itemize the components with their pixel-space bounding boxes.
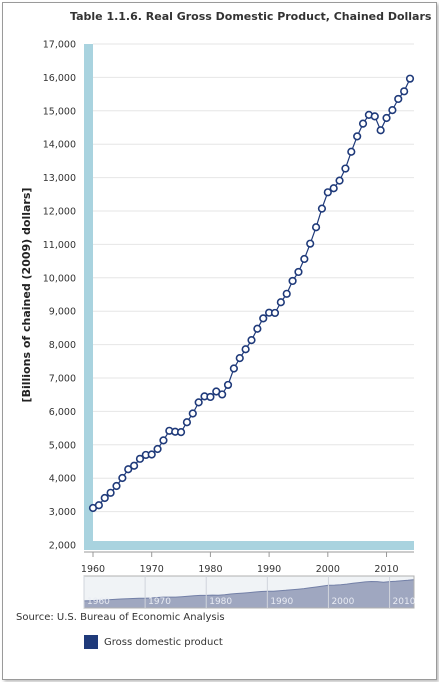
navigator-tick-label: 1980 [209, 597, 232, 607]
data-point[interactable] [276, 298, 285, 307]
y-tick-label: 8,000 [49, 340, 76, 351]
x-tick-label: 1970 [140, 564, 164, 575]
y-tick-label: 10,000 [43, 273, 76, 284]
source-note: Source: U.S. Bureau of Economic Analysis [16, 612, 225, 623]
plot-left-band [84, 44, 93, 550]
data-point[interactable] [259, 314, 268, 323]
data-point[interactable] [106, 488, 115, 497]
data-point[interactable] [206, 392, 215, 402]
x-tick-label: 1960 [81, 564, 105, 575]
data-point[interactable] [370, 112, 379, 121]
data-point[interactable] [182, 418, 192, 427]
y-tick-label: 9,000 [49, 307, 76, 318]
x-tick-label: 2010 [374, 564, 398, 575]
x-axis: 1960 1970 1980 1990 2000 2010 [81, 552, 399, 575]
y-tick-label: 11,000 [43, 240, 76, 251]
legend-label: Gross domestic product [104, 636, 223, 648]
data-point[interactable] [376, 126, 385, 135]
data-point[interactable] [329, 184, 338, 193]
data-point[interactable] [300, 254, 309, 264]
y-tick-label: 12,000 [43, 207, 76, 218]
legend[interactable]: Gross domestic product [84, 635, 223, 649]
data-point[interactable] [405, 74, 415, 83]
data-point[interactable] [188, 409, 197, 418]
navigator-tick-label: 2000 [331, 597, 354, 607]
data-point[interactable] [341, 164, 350, 173]
data-point[interactable] [153, 444, 162, 454]
data-point[interactable] [358, 119, 368, 128]
data-point[interactable] [306, 239, 315, 248]
range-navigator[interactable]: 1960 1970 1980 1990 2000 2010 [83, 575, 416, 609]
y-axis-label: [Billions of chained (2009) dollars] [20, 188, 33, 403]
data-point[interactable] [288, 276, 297, 286]
x-tick-label: 2000 [316, 564, 340, 575]
data-point[interactable] [400, 87, 409, 96]
data-point[interactable] [317, 204, 327, 213]
y-tick-label: 17,000 [43, 40, 76, 51]
data-point[interactable] [229, 364, 238, 373]
data-point[interactable] [241, 345, 250, 354]
data-point[interactable] [112, 481, 121, 491]
navigator-area [83, 579, 415, 609]
chart-title: Table 1.1.6. Real Gross Domestic Product… [70, 10, 432, 23]
data-point[interactable] [129, 461, 139, 470]
data-point[interactable] [159, 436, 168, 445]
data-point[interactable] [124, 465, 133, 474]
series-points-gdp [88, 74, 415, 513]
x-tick-label: 1990 [257, 564, 281, 575]
data-point[interactable] [382, 113, 391, 123]
data-point[interactable] [388, 105, 397, 115]
data-point[interactable] [247, 336, 256, 345]
data-point[interactable] [147, 450, 156, 459]
data-point[interactable] [218, 390, 227, 399]
y-tick-label: 15,000 [43, 106, 76, 117]
data-point[interactable] [223, 380, 233, 390]
y-tick-label: 4,000 [49, 474, 76, 485]
data-point[interactable] [311, 223, 321, 232]
data-point[interactable] [282, 289, 291, 298]
data-point[interactable] [135, 454, 145, 463]
y-tick-label: 2,000 [49, 541, 76, 552]
grid-lines [93, 43, 414, 546]
navigator-tick-label: 1990 [270, 597, 293, 607]
y-axis: 2,000 3,000 4,000 5,000 6,000 7,000 8,000 9,000… [43, 40, 76, 552]
data-point[interactable] [353, 132, 362, 141]
series-line-gdp [92, 78, 411, 509]
data-point[interactable] [253, 324, 262, 333]
y-tick-label: 3,000 [49, 507, 76, 518]
data-point[interactable] [270, 308, 280, 318]
navigator-tick-label: 1960 [87, 597, 110, 607]
y-tick-label: 16,000 [43, 73, 76, 84]
navigator-tick-label: 2010 [393, 597, 416, 607]
data-point[interactable] [194, 398, 203, 407]
navigator-selection[interactable] [83, 575, 415, 609]
data-point[interactable] [235, 354, 244, 363]
data-point[interactable] [294, 267, 303, 277]
legend-swatch [84, 635, 98, 649]
navigator-tick-label: 1970 [148, 597, 171, 607]
y-tick-label: 5,000 [49, 440, 76, 451]
data-point[interactable] [394, 94, 403, 104]
x-tick-label: 1980 [198, 564, 222, 575]
data-point[interactable] [323, 188, 332, 197]
y-tick-label: 13,000 [43, 173, 76, 184]
y-tick-label: 7,000 [49, 374, 76, 385]
data-point[interactable] [94, 501, 103, 510]
plot-bottom-band [84, 541, 414, 550]
navigator-ticks: 1960 1970 1980 1990 2000 2010 [83, 576, 416, 608]
data-point[interactable] [100, 493, 109, 503]
data-point[interactable] [347, 147, 356, 156]
y-tick-label: 14,000 [43, 140, 76, 151]
data-point[interactable] [335, 176, 344, 185]
y-tick-label: 6,000 [49, 407, 76, 418]
data-point[interactable] [118, 473, 127, 483]
data-point[interactable] [176, 428, 186, 437]
